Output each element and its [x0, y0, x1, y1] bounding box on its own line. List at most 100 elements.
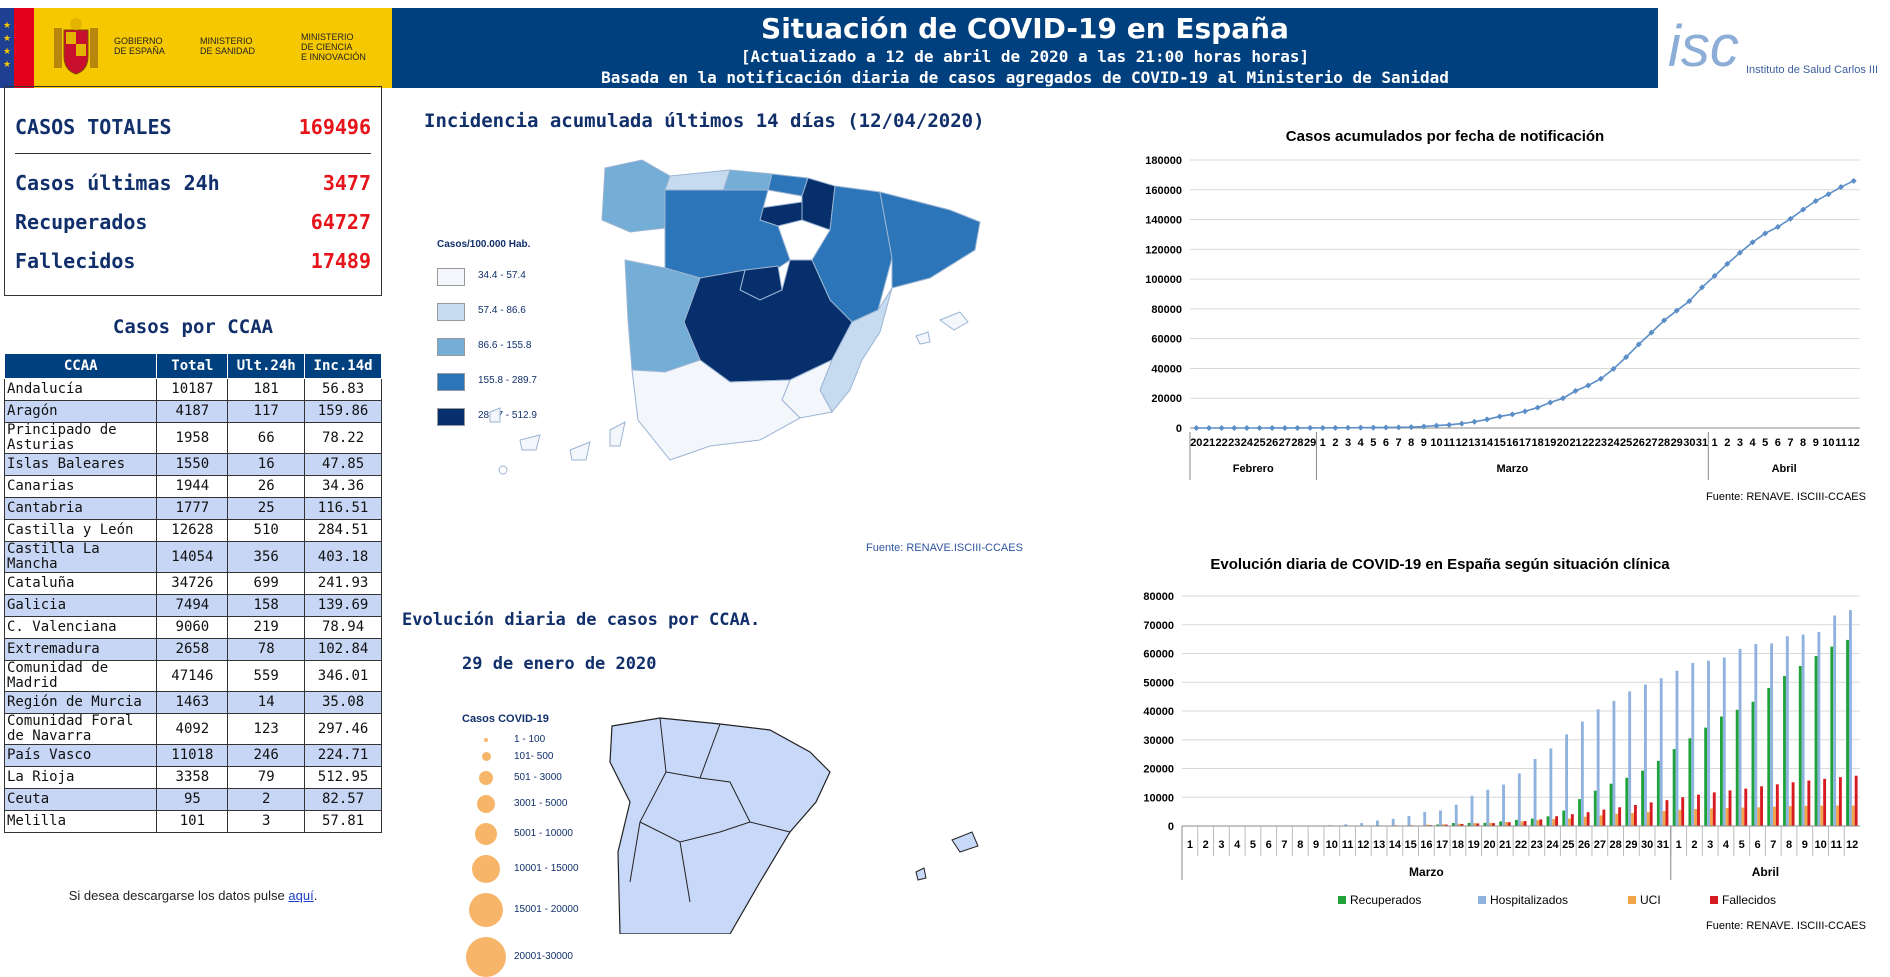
- download-link[interactable]: aquí: [288, 888, 313, 903]
- cases-24h-row: Casos últimas 24h 3477: [15, 171, 371, 195]
- bar-recuperados: [1610, 784, 1613, 826]
- totals-box: CASOS TOTALES 169496 Casos últimas 24h 3…: [4, 86, 382, 296]
- cell-total: 34726: [157, 573, 228, 595]
- cases-24h-label: Casos últimas 24h: [15, 171, 220, 195]
- clinical-chart-source: Fuente: RENAVE. ISCIII-CCAES: [1706, 920, 1866, 932]
- cell-ult24h: 3: [228, 811, 305, 833]
- cell-inc14d: 159.86: [305, 401, 382, 423]
- data-point: [1257, 425, 1263, 431]
- col-inc14d: Inc.14d: [305, 354, 382, 379]
- data-point: [1282, 425, 1288, 431]
- cell-inc14d: 35.08: [305, 692, 382, 714]
- cell-inc14d: 512.95: [305, 767, 382, 789]
- x-tick-label: 7: [1787, 437, 1793, 449]
- bar-recuperados: [1720, 717, 1723, 826]
- bar-hospitalizados: [1802, 635, 1805, 826]
- x-tick-label: 13: [1468, 437, 1480, 449]
- cell-ult24h: 79: [228, 767, 305, 789]
- x-tick-label: 31: [1696, 437, 1708, 449]
- x-tick-label: 6: [1383, 437, 1389, 449]
- download-text: Si desea descargarse los datos pulse aqu…: [4, 888, 382, 903]
- legend-bubble: [479, 771, 493, 785]
- x-tick-label: 22: [1215, 437, 1227, 449]
- cell-total: 10187: [157, 379, 228, 401]
- cell-total: 1944: [157, 476, 228, 498]
- bar-hospitalizados: [1833, 616, 1836, 826]
- x-tick-label: 25: [1562, 839, 1574, 851]
- legend-label: 101- 500: [514, 751, 553, 762]
- header-banner: Situación de COVID-19 en España [Actuali…: [392, 8, 1658, 88]
- x-tick-label: 25: [1620, 437, 1632, 449]
- total-cases-label: CASOS TOTALES: [15, 115, 172, 139]
- cell-inc14d: 346.01: [305, 661, 382, 692]
- bar-hospitalizados: [1565, 734, 1568, 826]
- bar-fallecidos: [1524, 821, 1527, 826]
- x-tick-label: 1: [1676, 839, 1682, 851]
- data-point: [1421, 424, 1427, 430]
- x-tick-label: 6: [1775, 437, 1781, 449]
- cell-total: 9060: [157, 617, 228, 639]
- bar-hospitalizados: [1770, 643, 1773, 826]
- incidence-map-title: Incidencia acumulada últimos 14 días (12…: [424, 110, 985, 132]
- cumulative-chart-title: Casos acumulados por fecha de notificaci…: [1130, 128, 1760, 145]
- x-tick-label: 27: [1645, 437, 1657, 449]
- cell-inc14d: 139.69: [305, 595, 382, 617]
- y-tick-label: 40000: [1143, 706, 1174, 718]
- incidence-map[interactable]: [460, 150, 1040, 540]
- bar-fallecidos: [1697, 795, 1700, 826]
- y-tick-label: 0: [1176, 423, 1182, 435]
- bar-fallecidos: [1681, 797, 1684, 826]
- bar-fallecidos: [1776, 784, 1779, 826]
- evolution-map[interactable]: [600, 712, 1020, 934]
- data-point: [1370, 425, 1376, 431]
- bar-uci: [1710, 808, 1713, 826]
- bar-recuperados: [1799, 666, 1802, 826]
- data-point: [1471, 419, 1477, 425]
- legend-bubble: [466, 937, 506, 977]
- y-tick-label: 20000: [1143, 764, 1174, 776]
- bar-recuperados: [1499, 821, 1502, 826]
- cell-ult24h: 117: [228, 401, 305, 423]
- x-tick-label: 9: [1313, 839, 1319, 851]
- cell-total: 4187: [157, 401, 228, 423]
- bar-recuperados: [1531, 819, 1534, 826]
- cell-ccaa: Comunidad de Madrid: [5, 661, 157, 692]
- x-tick-label: 10: [1814, 839, 1826, 851]
- x-tick-label: 12: [1357, 839, 1369, 851]
- cell-inc14d: 224.71: [305, 745, 382, 767]
- x-tick-label: 3: [1218, 839, 1224, 851]
- bar-fallecidos: [1823, 779, 1826, 826]
- x-tick-label: 26: [1578, 839, 1590, 851]
- bar-hospitalizados: [1628, 691, 1631, 826]
- y-tick-label: 160000: [1145, 185, 1182, 197]
- x-tick-label: 10: [1326, 839, 1338, 851]
- cell-ccaa: Canarias: [5, 476, 157, 498]
- bar-recuperados: [1830, 647, 1833, 826]
- clinical-chart-title: Evolución diaria de COVID-19 en España s…: [1100, 556, 1780, 573]
- divider: [15, 153, 371, 154]
- x-tick-label: 11: [1443, 437, 1455, 449]
- cell-ult24h: 14: [228, 692, 305, 714]
- legend-label: Recuperados: [1350, 893, 1421, 907]
- bar-hospitalizados: [1486, 790, 1489, 826]
- cell-total: 1550: [157, 454, 228, 476]
- x-tick-label: 23: [1228, 437, 1240, 449]
- bar-hospitalizados: [1439, 810, 1442, 826]
- bar-hospitalizados: [1534, 759, 1537, 826]
- x-tick-label: 20: [1483, 839, 1495, 851]
- bar-uci: [1552, 819, 1555, 826]
- bar-uci: [1537, 820, 1540, 826]
- bar-hospitalizados: [1408, 816, 1411, 826]
- bar-recuperados: [1673, 749, 1676, 826]
- data-point: [1446, 422, 1452, 428]
- y-tick-label: 60000: [1143, 649, 1174, 661]
- recovered-value: 64727: [311, 210, 371, 234]
- bar-uci: [1600, 815, 1603, 826]
- cell-ccaa: Cataluña: [5, 573, 157, 595]
